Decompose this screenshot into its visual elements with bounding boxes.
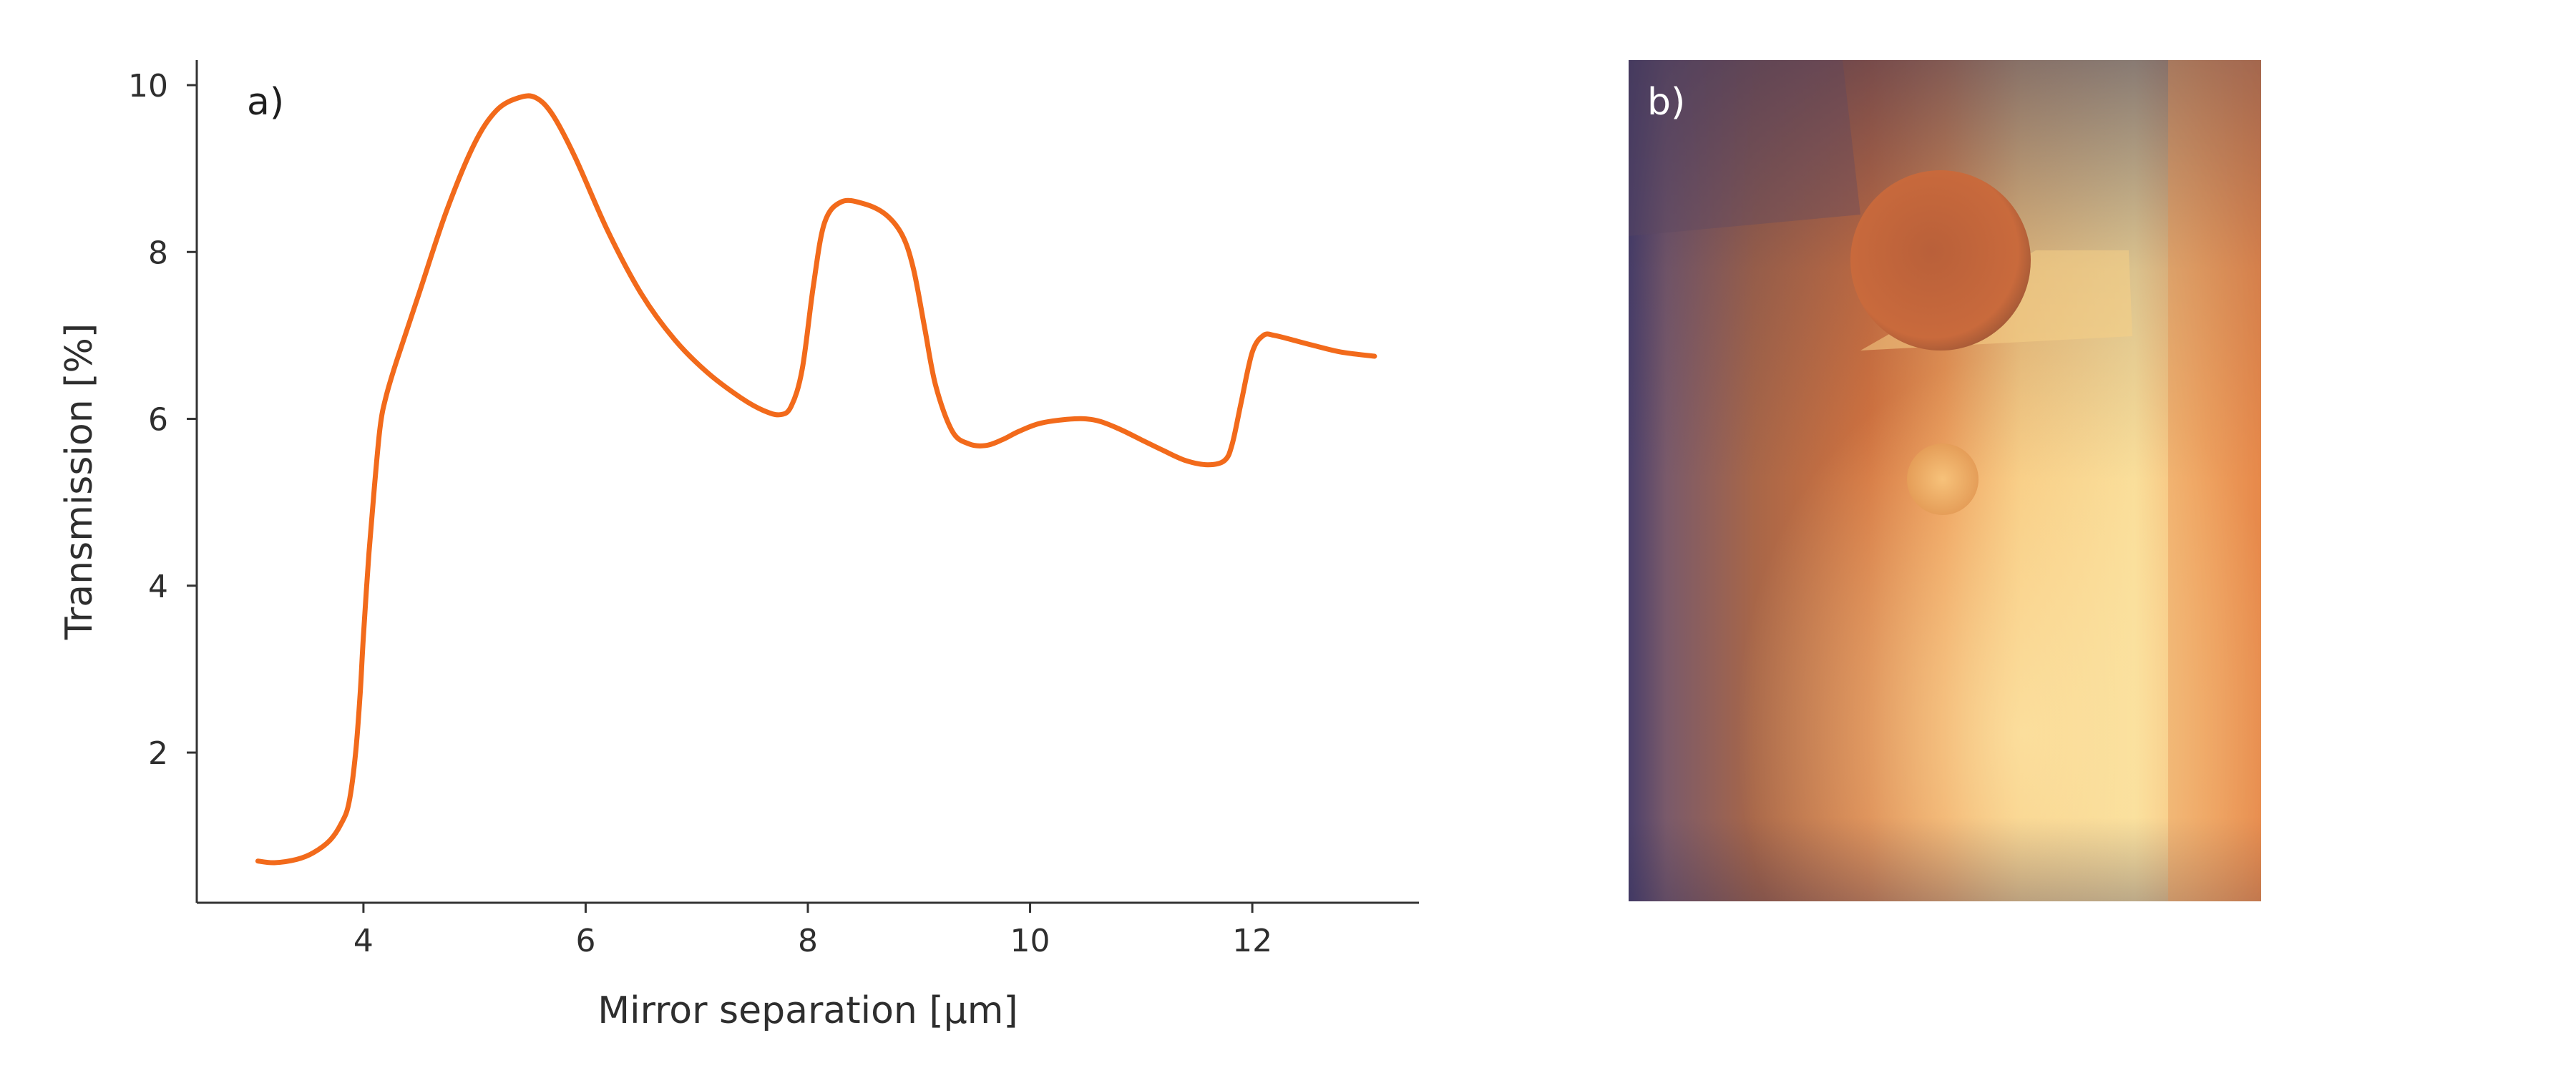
- sample-image: b): [1629, 60, 2261, 901]
- x-axis-title: Mirror separation [µm]: [597, 989, 1018, 1032]
- y-tick-label: 2: [148, 735, 168, 772]
- large-disk: [1850, 170, 2031, 351]
- x-ticks: 4 6 8 10 12: [353, 903, 1272, 959]
- transmission-chart: 4 6 8 10 12 2 4 6 8 10 a) Mirror separation [µm]…: [58, 60, 1419, 1032]
- image-right-edge: [2168, 60, 2261, 901]
- panel-a-label: a): [247, 81, 284, 124]
- y-axis-title: Transmission [%]: [58, 323, 101, 640]
- y-ticks: 2 4 6 8 10: [128, 68, 197, 772]
- panel-b-label: b): [1647, 81, 1685, 124]
- x-tick-label: 10: [1010, 923, 1050, 959]
- y-tick-label: 10: [128, 68, 168, 104]
- x-tick-label: 6: [575, 923, 595, 959]
- x-tick-label: 12: [1232, 923, 1272, 959]
- x-tick-label: 4: [353, 923, 374, 959]
- y-tick-label: 6: [148, 402, 168, 438]
- y-tick-label: 8: [148, 235, 168, 271]
- y-tick-label: 4: [148, 569, 168, 605]
- transmission-series-line: [255, 93, 1377, 866]
- image-dark-region: [1629, 60, 1860, 236]
- x-tick-label: 8: [798, 923, 818, 959]
- small-disk: [1907, 444, 1979, 515]
